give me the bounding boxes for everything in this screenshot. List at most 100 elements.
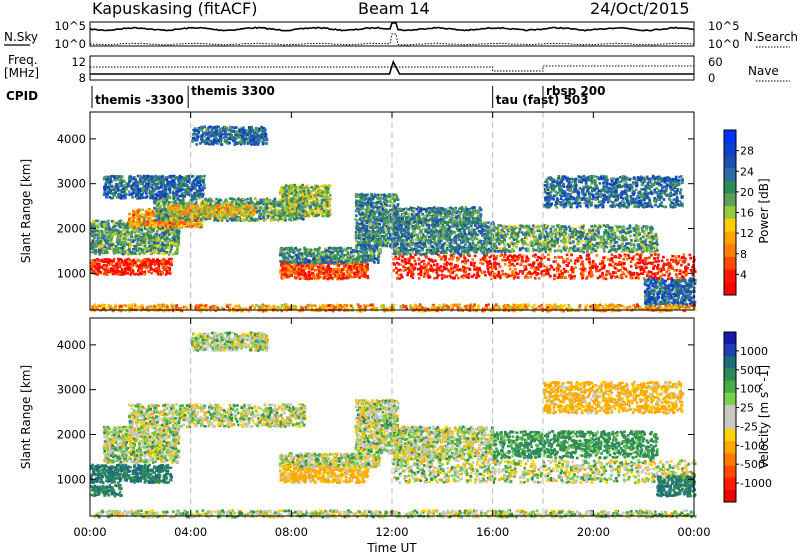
- echo-cell: [157, 243, 161, 246]
- echo-cell: [240, 213, 244, 216]
- echo-cell: [328, 200, 331, 204]
- echo-cell: [202, 201, 206, 205]
- echo-cell: [212, 138, 216, 142]
- echo-cell: [255, 135, 259, 139]
- nsky-tick-bottom: 10^0: [54, 37, 86, 51]
- echo-cell: [309, 254, 313, 257]
- echo-cell: [177, 239, 180, 243]
- echo-cell: [172, 196, 176, 200]
- echo-cell: [175, 230, 178, 233]
- echo-cell: [255, 199, 259, 203]
- echo-cell: [121, 225, 124, 229]
- echo-cell: [321, 258, 325, 262]
- echo-cell: [156, 220, 159, 224]
- echo-cell: [314, 187, 317, 190]
- echo-cell: [153, 201, 157, 205]
- echo-cell: [251, 205, 254, 208]
- echo-cell: [262, 202, 265, 206]
- echo-cell: [280, 186, 283, 190]
- echo-cell: [249, 212, 252, 215]
- echo-cell: [227, 208, 230, 211]
- echo-cell: [200, 138, 203, 141]
- echo-cell: [107, 261, 111, 264]
- echo-cell: [322, 272, 326, 276]
- echo-cell: [145, 216, 148, 220]
- echo-cell: [157, 202, 161, 206]
- echo-cell: [310, 207, 313, 210]
- echo-cell: [215, 137, 218, 141]
- echo-cell: [101, 265, 104, 269]
- echo-cell: [143, 217, 146, 220]
- echo-cell: [181, 218, 184, 222]
- echo-cell: [111, 235, 114, 239]
- echo-cell: [163, 225, 166, 228]
- echo-cell: [232, 210, 236, 213]
- echo-cell: [125, 259, 128, 262]
- echo-cell: [303, 271, 307, 275]
- echo-cell: [346, 270, 349, 274]
- echo-cell: [371, 253, 374, 256]
- echo-cell: [171, 220, 174, 224]
- echo-cell: [183, 225, 186, 229]
- echo-cell: [288, 206, 292, 209]
- echo-cell: [260, 136, 264, 139]
- echo-cell: [104, 251, 107, 254]
- echo-cell: [340, 277, 343, 281]
- echo-cell: [136, 242, 139, 246]
- echo-cell: [323, 190, 327, 194]
- echo-cell: [109, 267, 113, 270]
- echo-cell: [288, 274, 291, 278]
- echo-cell: [117, 223, 121, 226]
- echo-cell: [107, 233, 111, 236]
- echo-cell: [125, 223, 129, 226]
- echo-cell: [365, 265, 369, 269]
- echo-cell: [285, 202, 289, 206]
- echo-cell: [369, 250, 373, 254]
- freq-label: Freq.: [8, 53, 38, 67]
- echo-cell: [165, 199, 169, 202]
- echo-cell: [146, 228, 149, 232]
- echo-cell: [292, 251, 296, 254]
- echo-cell: [176, 232, 179, 235]
- echo-cell: [294, 205, 297, 208]
- echo-cell: [298, 204, 301, 207]
- echo-cell: [116, 251, 119, 254]
- echo-cell: [228, 141, 231, 145]
- echo-cell: [166, 207, 170, 210]
- echo-cell: [256, 204, 259, 208]
- echo-cell: [109, 230, 113, 233]
- cpid-segment-label: themis -3300: [95, 93, 184, 107]
- echo-cell: [153, 251, 156, 255]
- echo-cell: [237, 130, 241, 134]
- echo-cell: [168, 205, 172, 209]
- echo-cell: [281, 199, 284, 203]
- echo-cell: [308, 251, 312, 254]
- echo-cell: [311, 264, 314, 268]
- echo-cell: [282, 263, 285, 266]
- echo-cell: [209, 135, 213, 138]
- echo-cell: [221, 211, 224, 215]
- echo-cell: [132, 213, 135, 217]
- echo-cell: [114, 250, 118, 254]
- nsky-trace: [89, 22, 695, 32]
- echo-cell: [287, 199, 290, 203]
- echo-cell: [229, 132, 232, 136]
- echo-cell: [193, 210, 197, 213]
- echo-cell: [336, 253, 340, 256]
- echo-cell: [137, 227, 141, 230]
- echo-cell: [140, 272, 144, 276]
- echo-cell: [304, 213, 307, 217]
- echo-cell: [111, 272, 115, 276]
- echo-cell: [280, 212, 283, 215]
- echo-cell: [337, 276, 341, 280]
- echo-cell: [353, 271, 357, 275]
- echo-cell: [311, 209, 314, 212]
- echo-cell: [150, 209, 154, 212]
- echo-cell: [373, 261, 376, 264]
- echo-cell: [144, 226, 147, 230]
- echo-cell: [330, 272, 334, 276]
- echo-cell: [170, 207, 174, 210]
- freq-tick-top: 12: [71, 55, 86, 69]
- echo-cell: [160, 262, 163, 265]
- echo-cell: [263, 211, 266, 215]
